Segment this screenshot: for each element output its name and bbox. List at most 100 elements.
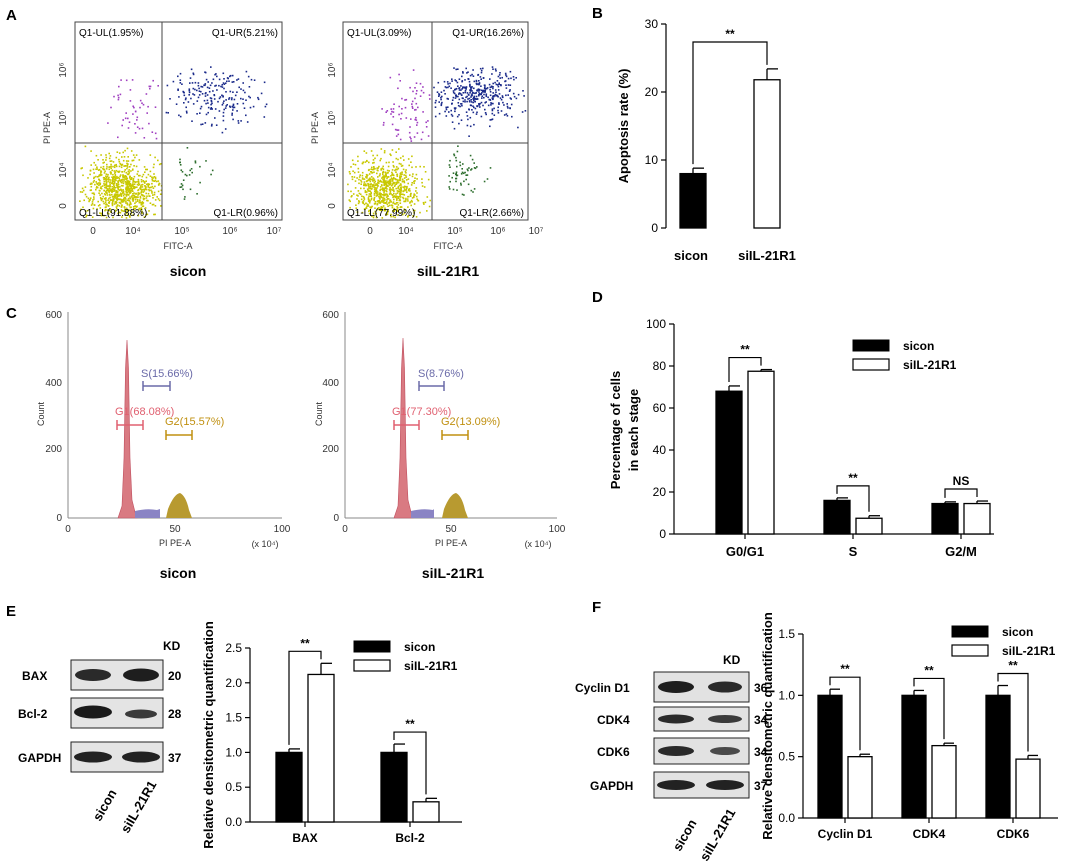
event-dot <box>357 171 360 173</box>
event-dot <box>221 94 223 97</box>
event-dot <box>363 198 366 200</box>
event-dot <box>405 189 407 192</box>
event-dot <box>370 168 372 171</box>
event-dot <box>90 204 93 206</box>
event-dot <box>409 195 412 197</box>
event-dot <box>373 199 375 201</box>
event-dot <box>222 72 225 75</box>
event-dot <box>421 185 424 187</box>
event-dot <box>126 191 129 194</box>
event-dot <box>211 123 213 126</box>
event-dot <box>455 159 458 162</box>
event-dot <box>83 199 85 202</box>
event-dot <box>383 121 385 124</box>
event-dot <box>151 203 154 206</box>
event-dot <box>362 178 364 180</box>
event-dot <box>125 189 128 192</box>
event-dot <box>147 105 149 108</box>
event-dot <box>151 185 154 188</box>
event-dot <box>263 81 266 84</box>
event-dot <box>192 87 195 90</box>
event-dot <box>139 99 142 102</box>
event-dot <box>409 190 411 192</box>
event-dot <box>383 209 386 212</box>
event-dot <box>427 178 430 181</box>
event-dot <box>469 154 472 157</box>
event-dot <box>120 163 122 166</box>
event-dot <box>397 158 399 161</box>
event-dot <box>101 198 104 200</box>
event-dot <box>118 170 121 173</box>
event-dot <box>103 161 105 164</box>
event-dot <box>126 183 129 185</box>
event-dot <box>119 162 121 165</box>
event-dot <box>167 112 169 114</box>
event-dot <box>403 159 405 161</box>
x-tick: 10⁶ <box>490 226 505 237</box>
event-dot <box>390 204 393 207</box>
event-dot <box>240 88 242 90</box>
event-dot <box>120 194 122 196</box>
event-dot <box>368 210 370 213</box>
event-dot <box>119 93 122 96</box>
event-dot <box>108 157 111 160</box>
event-dot <box>457 85 459 87</box>
event-dot <box>428 205 431 208</box>
event-dot <box>366 160 368 162</box>
event-dot <box>124 177 126 180</box>
event-dot <box>180 183 183 185</box>
event-dot <box>448 85 451 88</box>
event-dot <box>151 178 153 180</box>
event-dot <box>523 95 525 97</box>
event-dot <box>140 203 143 206</box>
event-dot <box>95 187 98 189</box>
event-dot <box>224 107 227 109</box>
band <box>74 705 112 719</box>
event-dot <box>142 197 145 200</box>
lane-label: siIL-21R1 <box>697 806 739 862</box>
event-dot <box>415 116 417 119</box>
event-dot <box>129 100 132 102</box>
event-dot <box>191 82 194 84</box>
bar <box>412 801 440 823</box>
event-dot <box>175 103 178 105</box>
event-dot <box>471 109 473 111</box>
event-dot <box>410 199 413 202</box>
event-dot <box>409 202 411 204</box>
event-dot <box>88 200 90 203</box>
event-dot <box>104 186 106 189</box>
event-dot <box>132 200 134 202</box>
event-dot <box>386 199 388 201</box>
cycle-histogram-sicon: S(15.66%) G1(68.08%) G2(15.57%) 0 200 40… <box>36 310 291 581</box>
event-dot <box>396 192 399 194</box>
event-dot <box>397 196 400 198</box>
event-dot <box>515 77 517 79</box>
significance-label: ** <box>924 663 934 677</box>
event-dot <box>397 133 400 136</box>
event-dot <box>398 73 400 76</box>
event-dot <box>478 104 481 106</box>
bar-chart-cyclins: 0.00.51.01.5**Cyclin D1**CDK4**CDK6sicon… <box>760 612 1058 841</box>
event-dot <box>402 155 404 158</box>
event-dot <box>434 115 437 118</box>
event-dot <box>412 215 414 217</box>
event-dot <box>463 180 465 183</box>
event-dot <box>429 98 431 100</box>
event-dot <box>382 198 384 200</box>
event-dot <box>212 90 214 92</box>
event-dot <box>122 192 124 194</box>
event-dot <box>95 154 98 157</box>
event-dot <box>396 202 399 204</box>
event-dot <box>464 91 466 94</box>
event-dot <box>370 183 372 185</box>
event-dot <box>416 90 418 92</box>
event-dot <box>116 177 118 179</box>
event-dot <box>476 98 479 100</box>
event-dot <box>456 150 459 153</box>
event-dot <box>412 173 414 175</box>
event-dot <box>485 113 487 116</box>
event-dot <box>89 199 91 201</box>
event-dot <box>382 175 385 177</box>
event-dot <box>407 215 410 217</box>
event-dot <box>179 79 182 81</box>
